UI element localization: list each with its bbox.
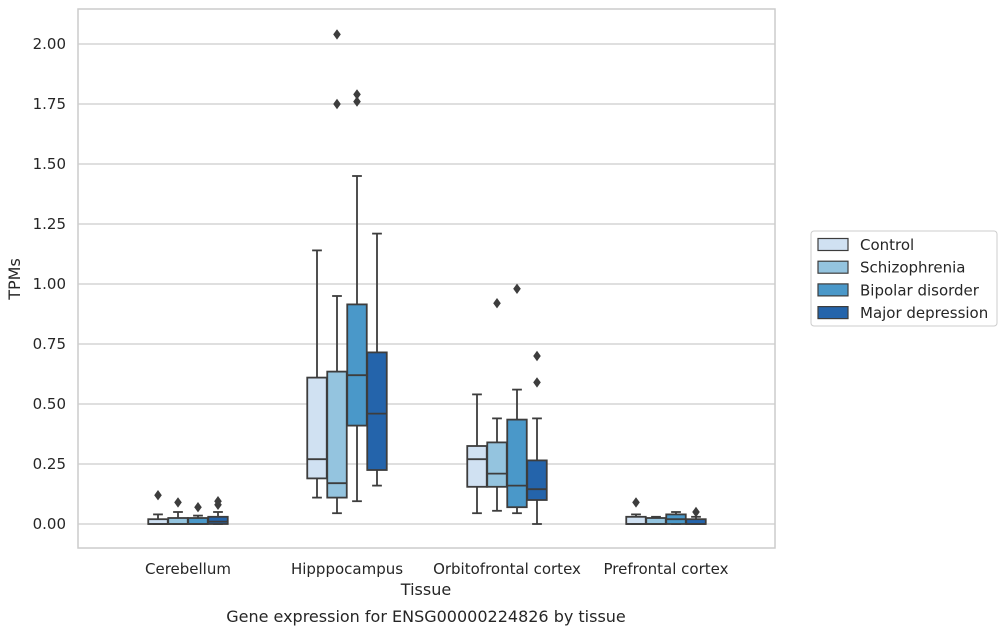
x-tick-label: Cerebellum (145, 560, 231, 578)
box (366, 232, 388, 487)
outlier-point (632, 497, 640, 508)
box (645, 515, 667, 525)
box-iqr (486, 441, 508, 488)
legend-swatch (817, 283, 849, 297)
outlier-point (692, 506, 700, 518)
legend: Control Schizophrenia Bipolar disorder Majo… (810, 230, 998, 327)
outlier-point (493, 298, 501, 309)
outlier-point (353, 89, 361, 100)
outlier-point (333, 29, 341, 40)
box (326, 29, 348, 515)
x-tick-label: Orbitofrontal cortex (433, 560, 581, 578)
box (346, 89, 368, 503)
y-tick-label: 0.25 (33, 455, 66, 473)
outlier-point (214, 496, 222, 507)
chart-caption: Gene expression for ENSG00000224826 by t… (226, 607, 626, 626)
series-control (147, 249, 647, 525)
box-iqr (306, 376, 328, 480)
box (665, 511, 687, 525)
box-iqr (506, 418, 528, 509)
grid-lines (78, 43, 775, 525)
box (625, 497, 647, 525)
series-bipolar-disorder (187, 89, 687, 525)
legend-swatch (817, 260, 849, 274)
plot-area-frame (77, 8, 776, 549)
y-tick-label: 1.25 (33, 215, 66, 233)
box-iqr (466, 445, 488, 488)
box (187, 502, 209, 525)
box (466, 393, 488, 515)
y-tick-label: 1.00 (33, 275, 66, 293)
outlier-point (194, 502, 202, 513)
y-tick-label: 0.50 (33, 395, 66, 413)
box (526, 350, 548, 525)
box-iqr (207, 515, 229, 525)
y-axis-ticks: 0.00 0.25 0.50 0.75 1.00 1.25 1.50 1.75 2.00 (33, 35, 66, 533)
legend-swatch (817, 237, 849, 252)
box (306, 249, 328, 499)
box-iqr (326, 370, 348, 499)
box (207, 496, 229, 525)
y-tick-label: 0.00 (33, 515, 66, 533)
outlier-point (353, 96, 361, 107)
box-plot-series (147, 29, 707, 525)
outlier-point (154, 490, 162, 501)
box (167, 497, 189, 525)
legend-label: Bipolar disorder (860, 281, 980, 299)
legend-label: Schizophrenia (860, 259, 965, 277)
outlier-point (333, 98, 341, 110)
y-tick-label: 1.50 (33, 155, 66, 173)
outlier-point (533, 377, 541, 388)
box (486, 298, 508, 512)
x-tick-label: Prefrontal cortex (604, 560, 729, 578)
x-axis-title: Tissue (400, 580, 451, 599)
outlier-point (533, 350, 541, 362)
box (506, 283, 528, 515)
y-tick-label: 0.75 (33, 335, 66, 353)
outlier-point (174, 497, 182, 508)
legend-frame (810, 230, 998, 327)
box (147, 490, 169, 525)
box-iqr (625, 515, 647, 525)
series-major-depression (207, 232, 707, 525)
box-iqr (526, 459, 548, 501)
y-tick-label: 1.75 (33, 95, 66, 113)
legend-swatch (817, 306, 849, 320)
legend-label: Major depression (860, 304, 988, 322)
legend-label: Control (860, 236, 914, 254)
y-tick-label: 2.00 (33, 35, 66, 53)
box-iqr (366, 351, 388, 471)
x-tick-label: Hipppocampus (291, 560, 403, 578)
box (685, 506, 707, 525)
box-iqr (346, 303, 368, 427)
y-axis-title: TPMs (5, 258, 24, 301)
x-axis-ticks: Cerebellum Hipppocampus Orbitofrontal cort… (145, 560, 729, 578)
outlier-point (513, 283, 521, 294)
series-schizophrenia (167, 29, 667, 525)
